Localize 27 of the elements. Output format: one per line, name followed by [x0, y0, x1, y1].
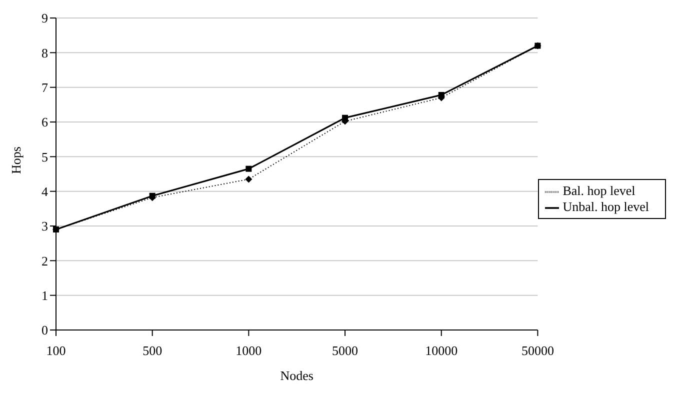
y-axis-title: Hops	[8, 146, 24, 174]
point	[246, 166, 252, 172]
x-tick-label: 1000	[236, 343, 262, 358]
x-tick-label: 5000	[332, 343, 358, 358]
y-tick-label: 3	[42, 218, 48, 234]
y-tick-label: 6	[42, 114, 48, 130]
point	[438, 92, 444, 98]
y-tick-label: 7	[42, 80, 48, 95]
y-tick-label: 4	[42, 184, 48, 199]
y-tick-label: 8	[42, 45, 48, 60]
x-tick-label: 50000	[521, 343, 554, 358]
y-tick-label: 1	[42, 288, 48, 303]
point	[245, 176, 252, 183]
y-tick-label: 9	[42, 10, 48, 26]
x-tick-label: 10000	[425, 343, 458, 358]
legend-label: Bal. hop level	[562, 182, 636, 198]
y-tick-label: 0	[42, 322, 48, 338]
point	[342, 114, 348, 121]
x-axis-title: Nodes	[280, 368, 314, 383]
point	[534, 42, 541, 49]
legend-label: Unbal. hop level	[562, 199, 649, 214]
y-tick-label: 2	[42, 253, 48, 268]
x-tick-label: 500	[142, 343, 162, 358]
y-tick-label: 5	[42, 149, 48, 164]
point	[149, 192, 156, 199]
x-tick-label: 100	[46, 343, 66, 358]
point	[53, 226, 59, 232]
